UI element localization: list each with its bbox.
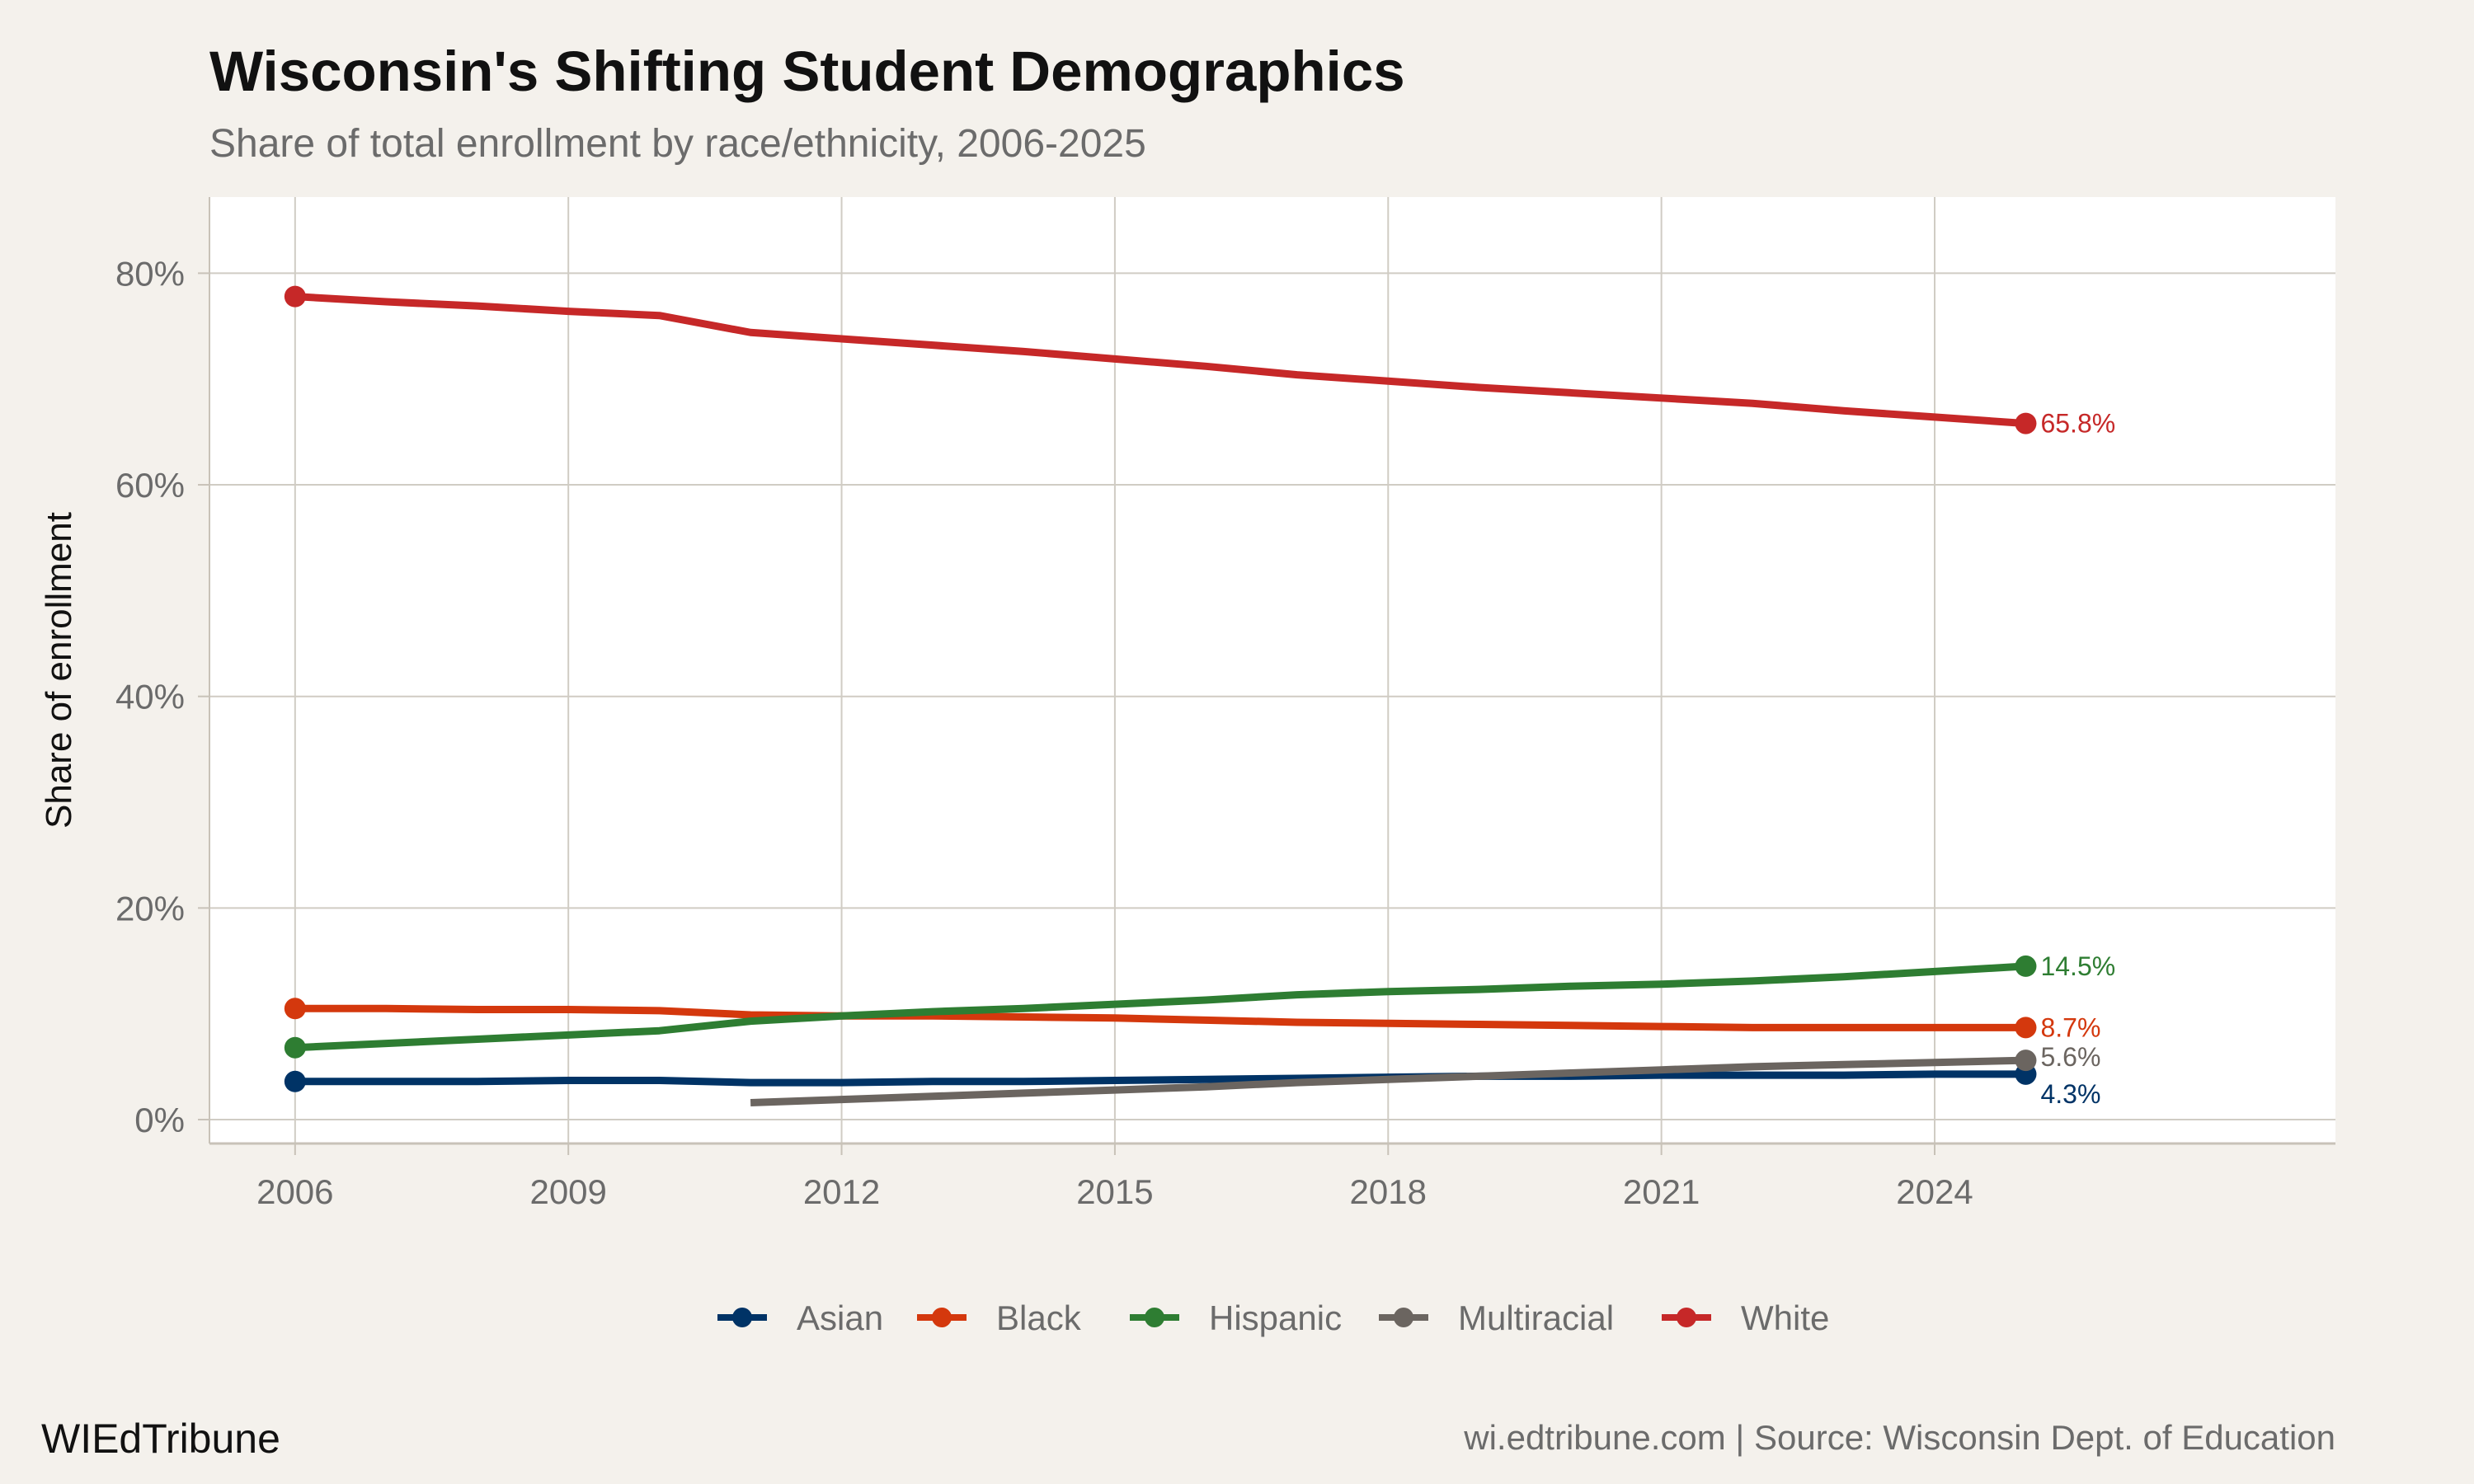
chart-title: Wisconsin's Shifting Student Demographic… [209,40,1405,103]
start-point [284,1036,306,1059]
series-hispanic: 14.5% [284,951,2115,1059]
y-tick-label: 40% [115,678,185,716]
legend-swatch-point [1145,1308,1164,1327]
x-tick-label: 2009 [529,1172,606,1211]
end-value-label: 4.3% [2040,1079,2100,1109]
legend-item-asian: Asian [717,1298,883,1337]
end-value-label: 14.5% [2040,951,2115,981]
legend-item-multiracial: Multiracial [1379,1298,1614,1337]
end-point [2015,1050,2037,1072]
series-black: 8.7% [284,998,2100,1042]
legend-swatch-point [1394,1308,1413,1327]
series-lines: 4.3% 8.7% 14.5% 5.6% 65.8% [284,285,2115,1109]
x-tick-label: 2018 [1350,1172,1427,1211]
x-tick-labels: 2006 2009 2012 2015 2018 2021 2024 [256,1172,1973,1211]
y-tick-label: 60% [115,466,185,505]
series-white: 65.8% [284,285,2115,439]
legend-label: Asian [797,1298,883,1337]
legend-swatch-point [1677,1308,1696,1327]
y-tick-label: 80% [115,254,185,293]
series-line [750,1056,2026,1106]
legend-label: White [1741,1298,1829,1337]
legend-item-white: White [1662,1298,1829,1337]
brand-logo-text: WIEdTribune [41,1416,280,1462]
y-axis-label: Share of enrollment [39,512,79,829]
start-point [284,998,306,1020]
x-tick-label: 2006 [256,1172,333,1211]
x-tick-label: 2015 [1076,1172,1153,1211]
legend-label: Hispanic [1209,1298,1342,1337]
series-multiracial: 5.6% [750,1042,2100,1106]
legend: Asian Black Hispanic Multiracial White [717,1298,1829,1337]
series-line [294,1004,2026,1031]
source-note: wi.edtribune.com | Source: Wisconsin Dep… [1463,1418,2335,1457]
legend-label: Multiracial [1458,1298,1614,1337]
end-point [2015,955,2037,977]
y-tick-labels: 0% 20% 40% 60% 80% [115,254,185,1139]
end-point [2015,412,2037,434]
start-point [284,1070,306,1092]
chart-subtitle: Share of total enrollment by race/ethnic… [209,122,1146,166]
x-tick-label: 2012 [803,1172,880,1211]
legend-swatch-point [732,1308,752,1327]
legend-swatch-point [932,1308,952,1327]
end-value-label: 8.7% [2040,1012,2100,1042]
x-tick-label: 2021 [1623,1172,1700,1211]
legend-item-hispanic: Hispanic [1130,1298,1342,1337]
end-point [2015,1017,2037,1039]
y-tick-label: 20% [115,889,185,928]
y-tick-label: 0% [134,1101,185,1139]
legend-item-black: Black [917,1298,1082,1337]
series-line [294,1070,2026,1087]
legend-label: Black [996,1298,1082,1337]
plot-panel [209,197,2335,1144]
series-line [294,293,2026,428]
series-line [294,962,2026,1052]
end-value-label: 5.6% [2040,1042,2100,1072]
x-tick-label: 2024 [1896,1172,1973,1211]
start-point [284,285,306,308]
gridlines [198,197,2335,1155]
end-value-label: 65.8% [2040,409,2115,439]
